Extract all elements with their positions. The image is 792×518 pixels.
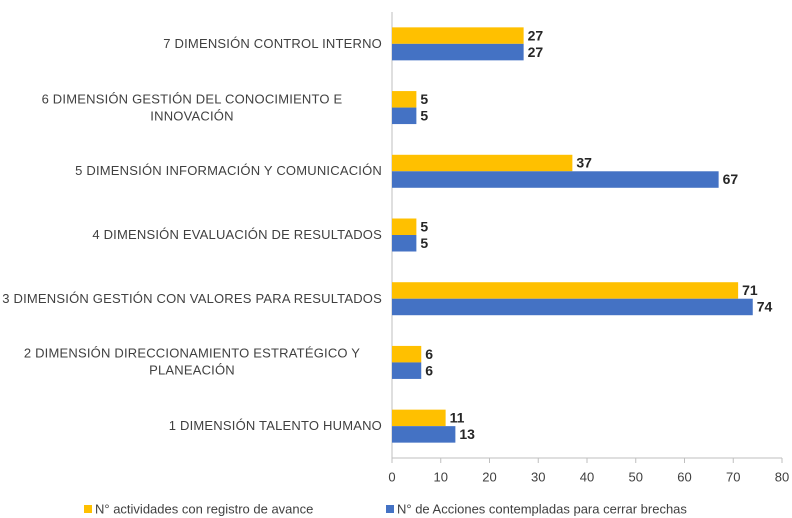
data-label: 27 [528, 44, 544, 60]
bar [392, 362, 422, 379]
y-tick-label: 2 DIMENSIÓN DIRECCIONAMIENTO ESTRATÉGICO… [23, 345, 361, 378]
bar [392, 426, 456, 443]
y-tick-label: 6 DIMENSIÓN GESTIÓN DEL CONOCIMIENTO E I… [41, 91, 343, 124]
x-tick-label: 70 [726, 469, 740, 484]
data-label: 74 [757, 299, 773, 315]
data-label: 5 [420, 235, 428, 251]
y-tick-label: 4 DIMENSIÓN EVALUACIÓN DE RESULTADOS [92, 227, 382, 242]
category-label-box: 3 DIMENSIÓN GESTIÓN CON VALORES PARA RES… [2, 290, 382, 308]
data-label: 13 [459, 426, 475, 442]
bar [392, 298, 753, 316]
legend-swatch [386, 505, 394, 513]
x-tick-label: 40 [580, 469, 594, 484]
data-label: 5 [420, 108, 428, 124]
x-tick-label: 30 [531, 469, 545, 484]
bar [392, 345, 422, 363]
data-label: 71 [742, 282, 758, 298]
data-label: 11 [450, 410, 465, 426]
y-tick-label: 3 DIMENSIÓN GESTIÓN CON VALORES PARA RES… [2, 290, 382, 306]
bar [392, 235, 417, 252]
legend-label: N° actividades con registro de avance [95, 501, 313, 516]
bar [392, 154, 573, 172]
y-tick-label: 5 DIMENSIÓN INFORMACIÓN Y COMUNICACIÓN [75, 163, 382, 179]
bar [392, 43, 524, 61]
category-label-box: 4 DIMENSIÓN EVALUACIÓN DE RESULTADOS [2, 226, 382, 244]
x-tick-label: 50 [629, 469, 643, 484]
data-label: 37 [576, 155, 592, 171]
data-label: 6 [425, 346, 433, 362]
legend-swatch [84, 505, 92, 513]
data-label: 67 [723, 171, 739, 187]
y-tick-label: 1 DIMENSIÓN TALENTO HUMANO [168, 418, 382, 434]
y-tick-label: 7 DIMENSIÓN CONTROL INTERNO [163, 35, 382, 51]
bar [392, 218, 417, 235]
x-tick-label: 0 [388, 469, 395, 484]
bar [392, 282, 739, 299]
bar [392, 91, 417, 108]
bar [392, 171, 719, 188]
category-label-box: 5 DIMENSIÓN INFORMACIÓN Y COMUNICACIÓN [2, 162, 382, 180]
bar [392, 409, 446, 427]
x-tick-label: 80 [775, 469, 789, 484]
data-label: 6 [425, 362, 433, 378]
category-label-box: 7 DIMENSIÓN CONTROL INTERNO [2, 35, 382, 53]
x-tick-label: 60 [677, 469, 691, 484]
x-tick-label: 20 [482, 469, 496, 484]
data-label: 27 [528, 27, 544, 43]
bar [392, 27, 524, 44]
category-label-box: 1 DIMENSIÓN TALENTO HUMANO [2, 417, 382, 435]
category-label-box: 2 DIMENSIÓN DIRECCIONAMIENTO ESTRATÉGICO… [2, 345, 382, 380]
data-label: 5 [420, 218, 428, 234]
legend-label: N° de Acciones contempladas para cerrar … [397, 501, 687, 516]
data-label: 5 [420, 91, 428, 107]
bar [392, 107, 417, 125]
x-tick-label: 10 [434, 469, 448, 484]
category-label-box: 6 DIMENSIÓN GESTIÓN DEL CONOCIMIENTO E I… [2, 90, 382, 125]
